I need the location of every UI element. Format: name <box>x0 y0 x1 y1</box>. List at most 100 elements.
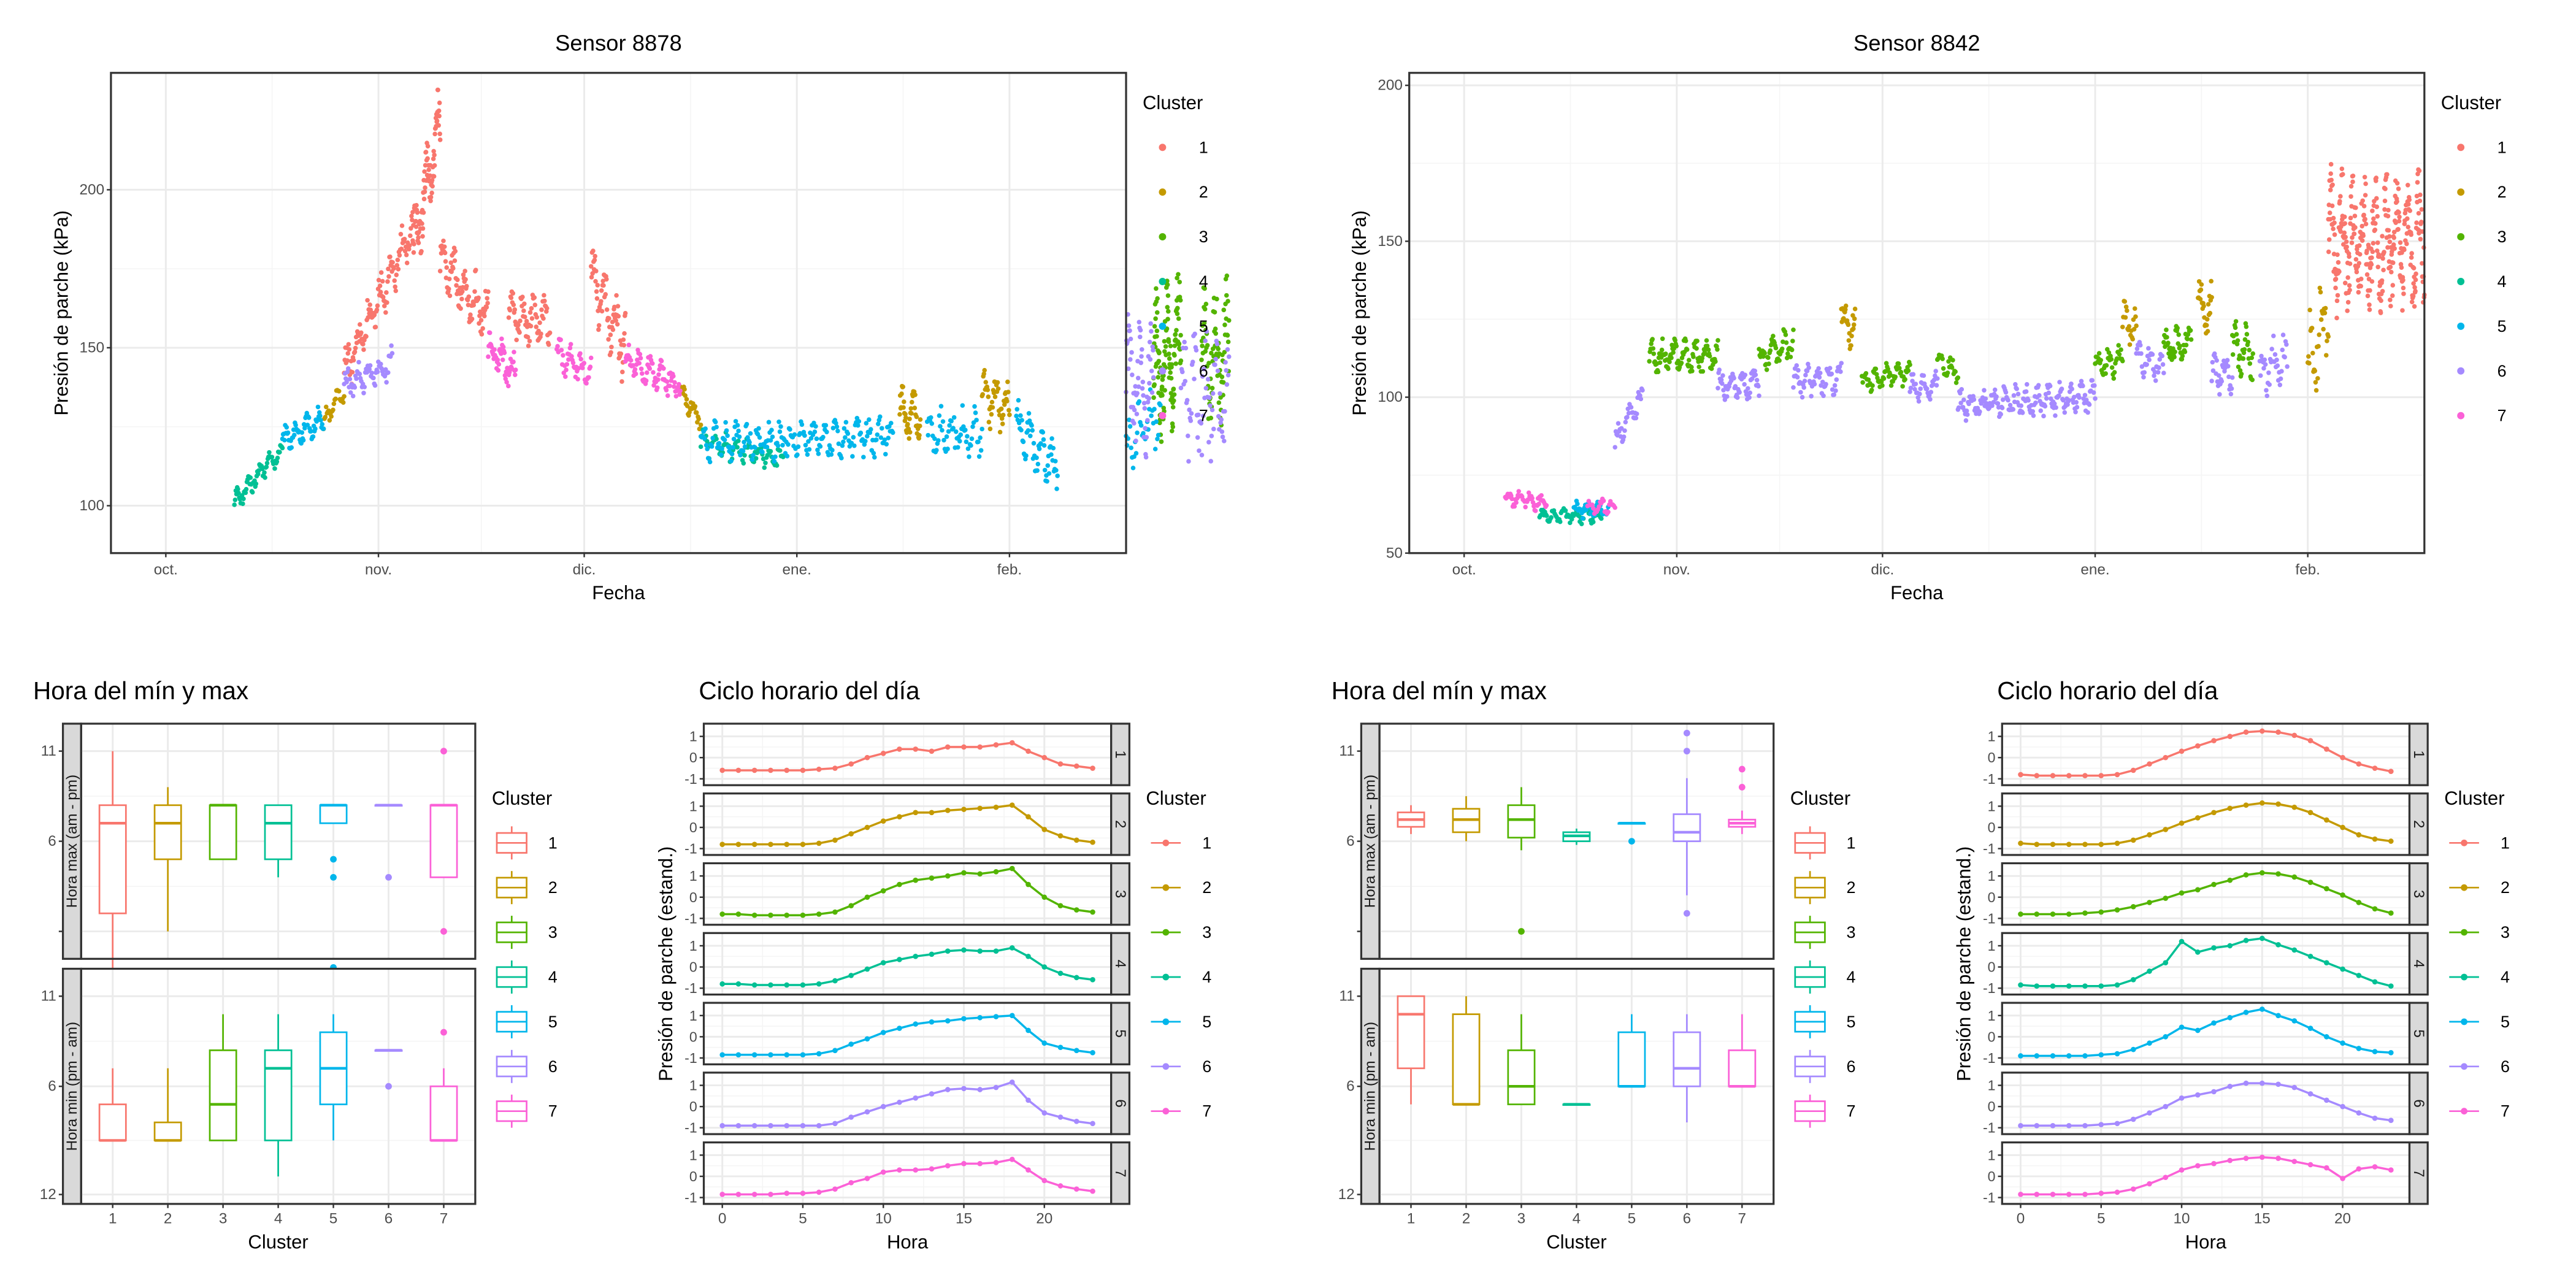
data-point <box>1140 386 1145 391</box>
data-point <box>1202 366 1206 372</box>
data-point <box>532 295 537 300</box>
data-point <box>1174 328 1179 333</box>
series-point <box>2388 983 2394 989</box>
data-point <box>2225 364 2231 369</box>
series-point <box>2388 1049 2394 1056</box>
data-point <box>2358 277 2364 282</box>
facet-background <box>2002 863 2410 925</box>
data-point <box>1888 383 1894 388</box>
data-point <box>1659 347 1665 353</box>
data-point <box>1720 373 1725 378</box>
series-point <box>1090 1188 1095 1194</box>
data-point <box>436 123 441 128</box>
data-point <box>612 304 617 310</box>
data-point <box>1941 366 1946 371</box>
data-point <box>347 347 352 352</box>
series-point <box>864 894 870 900</box>
data-point <box>2245 339 2251 345</box>
data-point <box>2284 342 2289 347</box>
data-point <box>1222 322 1227 328</box>
data-point <box>2411 266 2417 270</box>
series-point <box>913 1021 919 1027</box>
box-body <box>1673 1031 1701 1087</box>
data-point <box>1225 299 1230 304</box>
data-point <box>2411 281 2416 286</box>
facet-strip-label: 2 <box>2410 820 2427 829</box>
data-point <box>2407 197 2412 202</box>
series-point <box>2275 1156 2281 1161</box>
data-point <box>1007 412 1012 418</box>
facet-strip-label: 7 <box>2410 1169 2427 1178</box>
data-point <box>399 223 405 228</box>
data-point <box>2153 378 2158 383</box>
data-point <box>903 415 908 420</box>
data-point <box>1766 355 1771 360</box>
data-point <box>2418 192 2423 197</box>
data-point <box>1203 386 1209 391</box>
data-point <box>1912 386 1917 392</box>
series-point <box>816 840 822 846</box>
data-point <box>613 318 619 323</box>
series-point <box>2066 911 2072 917</box>
data-point <box>2365 293 2371 299</box>
data-point <box>345 351 351 356</box>
legend-key-point <box>2457 412 2465 420</box>
series-point <box>848 831 854 837</box>
data-point <box>420 234 425 239</box>
data-point <box>348 390 353 395</box>
data-point <box>1921 373 1926 378</box>
y-tick-label: 1 <box>689 868 697 884</box>
legend-label: 3 <box>1199 228 1208 246</box>
data-point <box>2350 179 2355 185</box>
data-point <box>687 410 692 415</box>
data-point <box>1025 428 1031 433</box>
data-point <box>1143 426 1148 431</box>
series-point <box>2018 772 2023 778</box>
data-point <box>2409 255 2414 260</box>
data-point <box>633 371 638 377</box>
data-point <box>413 224 419 229</box>
data-point <box>2413 271 2418 277</box>
series-point <box>2275 871 2281 877</box>
data-point <box>1911 372 1916 377</box>
data-point <box>513 367 518 372</box>
y-tick-label: 0 <box>689 1168 697 1184</box>
y-tick-label: 1 <box>689 1008 697 1024</box>
legend-label: 6 <box>1847 1057 1856 1076</box>
data-point <box>301 438 306 443</box>
data-point <box>2336 260 2341 265</box>
data-point <box>506 315 512 320</box>
data-point <box>614 293 619 298</box>
data-point <box>2417 168 2422 174</box>
series-point <box>2066 773 2072 778</box>
box-outlier <box>1683 748 1690 755</box>
x-tick-label: ene. <box>2080 561 2109 578</box>
data-point <box>1142 406 1148 411</box>
data-point <box>2139 351 2144 356</box>
data-point <box>1990 403 1995 408</box>
data-point <box>944 434 949 439</box>
series-point <box>848 761 854 767</box>
data-point <box>1852 316 1857 321</box>
data-point <box>487 330 493 335</box>
data-point <box>502 373 508 378</box>
data-point <box>1221 380 1226 385</box>
data-point <box>2053 405 2058 410</box>
data-point <box>421 196 427 202</box>
series-point <box>2114 840 2120 846</box>
data-point <box>1647 359 1652 364</box>
data-point <box>333 396 338 402</box>
series-point <box>2356 1046 2362 1051</box>
data-point <box>1933 369 1938 374</box>
data-point <box>2204 323 2209 328</box>
data-point <box>730 445 735 450</box>
y-tick-label: 11 <box>41 743 56 759</box>
data-point <box>1202 307 1208 312</box>
y-tick-label: 0 <box>689 819 697 835</box>
data-point <box>1977 409 1982 415</box>
data-point <box>1210 391 1216 396</box>
data-point <box>2259 353 2264 359</box>
data-point <box>2340 242 2346 247</box>
data-point <box>2018 403 2024 408</box>
data-point <box>272 466 277 471</box>
